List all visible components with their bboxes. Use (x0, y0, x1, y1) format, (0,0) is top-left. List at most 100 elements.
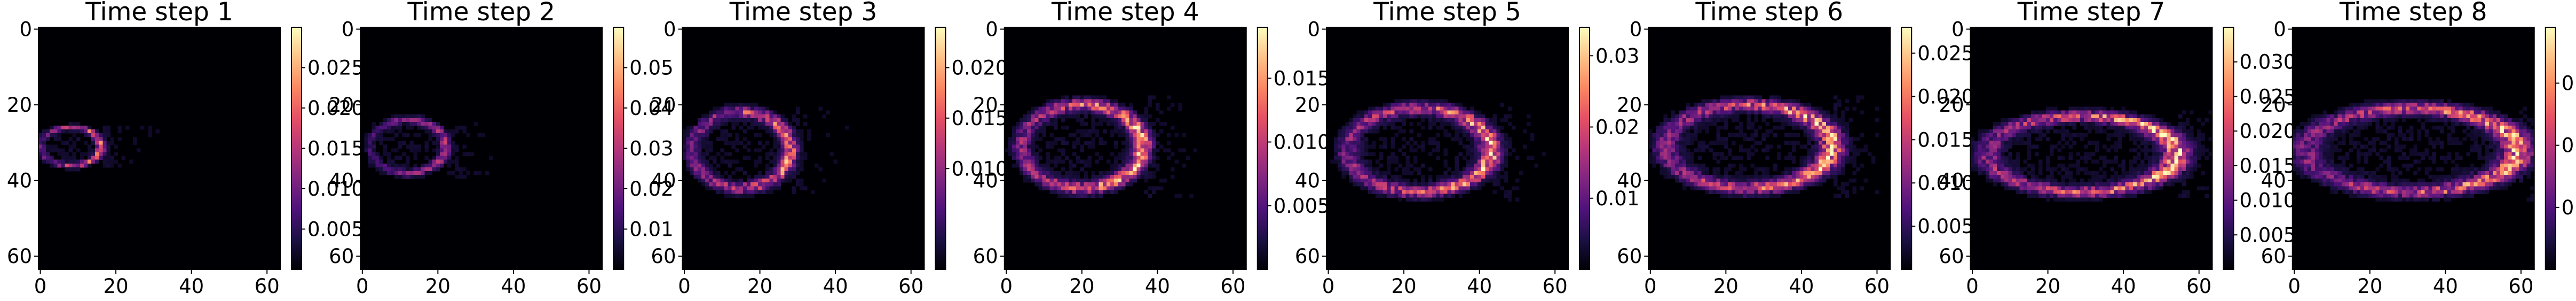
y-tick-label: 20 (973, 94, 998, 117)
x-tick-label: 0 (678, 275, 691, 298)
x-tick-label: 40 (179, 275, 204, 298)
y-tick-label: 0 (985, 18, 998, 41)
x-tick-label: 60 (576, 275, 602, 298)
y-tick-label: 40 (2261, 169, 2286, 192)
colorbar-tick-label: 0.010 (307, 177, 364, 200)
colorbar-tick-label: 0.010 (2240, 189, 2296, 212)
colorbar-tick-label: 0.010 (1274, 131, 1330, 154)
colorbar-tick-label: 0.03 (629, 137, 673, 160)
axes-frame (1326, 27, 1569, 270)
heatmap-image (2292, 99, 2535, 202)
colorbar-tick-label: 0.03 (2562, 72, 2576, 95)
heatmap-image (1648, 95, 1879, 198)
x-tick-label: 0 (356, 275, 369, 298)
colorbar-tick-label: 0.01 (1595, 187, 1639, 210)
y-tick-label: 60 (1939, 245, 1964, 268)
colorbar-tick-label: 0.010 (1917, 172, 1974, 195)
x-tick-label: 40 (823, 275, 848, 298)
colorbar (1257, 27, 1268, 269)
colorbar-tick-label: 0.015 (307, 137, 364, 160)
colorbar-tick-label: 0.05 (629, 57, 673, 80)
y-tick-label: 20 (651, 94, 676, 117)
colorbar-tick-label: 0.015 (2240, 155, 2296, 177)
colorbar (2545, 27, 2556, 269)
x-tick-label: 20 (1392, 275, 1417, 298)
y-tick-label: 40 (1295, 169, 1320, 192)
panel-title: Time step 4 (1051, 0, 1199, 27)
x-tick-label: 0 (34, 275, 47, 298)
y-tick-label: 20 (329, 94, 354, 117)
colorbar-frame (935, 27, 946, 270)
y-tick-label: 60 (651, 245, 676, 268)
x-tick-label: 40 (1467, 275, 1492, 298)
y-tick-label: 40 (1617, 169, 1642, 192)
x-tick-label: 60 (2186, 275, 2211, 298)
panel-title: Time step 7 (2017, 0, 2165, 27)
panel-title: Time step 8 (2339, 0, 2487, 27)
y-tick-label: 20 (1617, 94, 1642, 117)
panel-title: Time step 6 (1695, 0, 1843, 27)
y-tick-label: 60 (1295, 245, 1320, 268)
y-tick-label: 40 (651, 169, 676, 192)
axes-frame (1003, 27, 1247, 270)
x-tick-label: 0 (1966, 275, 1979, 298)
x-tick-label: 60 (1543, 275, 1568, 298)
colorbar-tick-label: 0.04 (629, 97, 673, 120)
colorbar-tick-label: 0.020 (1917, 85, 1974, 108)
colorbar-tick-label: 0.025 (307, 57, 364, 80)
colorbar-tick-label: 0.02 (629, 177, 673, 200)
x-tick-label: 20 (1069, 275, 1094, 298)
x-tick-label: 0 (1000, 275, 1013, 298)
x-tick-label: 0 (2288, 275, 2301, 298)
y-tick-label: 60 (973, 245, 998, 268)
x-tick-label: 0 (1644, 275, 1657, 298)
y-tick-label: 60 (1617, 245, 1642, 268)
y-tick-label: 20 (7, 94, 32, 117)
colorbar-tick-label: 0.015 (1274, 67, 1330, 90)
axes-frame (1648, 27, 1891, 270)
colorbar-frame (2223, 27, 2234, 270)
x-tick-label: 60 (1864, 275, 1890, 298)
x-tick-label: 60 (255, 275, 280, 298)
x-tick-label: 20 (747, 275, 772, 298)
colorbar-tick-label: 0.02 (1595, 116, 1639, 139)
colorbar-frame (1901, 27, 1913, 270)
colorbar-frame (1257, 27, 1268, 270)
panel-title: Time step 1 (85, 0, 233, 27)
axes-frame (38, 27, 281, 270)
heatmap-image (364, 114, 493, 179)
colorbar-frame (2545, 27, 2556, 270)
axes-frame (2291, 27, 2535, 270)
colorbar-tick-label: 0.005 (2240, 223, 2296, 246)
heatmap-panel-6: Time step 6 0 0 20 20 40 40 60 60 0.005 0.010 0.015… (1617, 0, 1974, 298)
y-tick-label: 0 (342, 18, 354, 41)
axes-frame (360, 27, 603, 270)
colorbar-tick-label: 0.005 (1274, 195, 1330, 218)
y-tick-label: 40 (973, 169, 998, 192)
colorbar-tick-label: 0.01 (2562, 196, 2576, 219)
y-tick-label: 0 (1630, 18, 1642, 41)
x-tick-label: 20 (1713, 275, 1739, 298)
colorbar-tick-label: 0.020 (952, 57, 1008, 80)
x-tick-label: 20 (2357, 275, 2382, 298)
heatmap-image (38, 121, 160, 172)
y-tick-label: 60 (7, 245, 32, 268)
x-tick-label: 20 (104, 275, 129, 298)
colorbar (1579, 27, 1590, 269)
heatmap-panel-3: Time step 3 0 0 20 20 40 40 60 60 0.010 0.015 0.020 (651, 0, 1008, 298)
colorbar (1901, 27, 1912, 269)
colorbar (2223, 27, 2234, 269)
y-tick-label: 0 (1307, 18, 1320, 41)
axes-frame (1970, 27, 2213, 270)
heatmap-image (682, 103, 849, 198)
y-tick-label: 40 (7, 169, 32, 192)
x-tick-label: 0 (1322, 275, 1335, 298)
y-tick-label: 20 (1939, 94, 1964, 117)
y-tick-label: 0 (1951, 18, 1964, 41)
colorbar-tick-label: 0.015 (1917, 128, 1974, 151)
heatmap-panel-7: Time step 7002020404060600.0050.0100.015… (1939, 0, 2296, 298)
heatmap-image (1004, 95, 1198, 198)
colorbar (613, 27, 624, 269)
colorbar-tick-label: 0.025 (1917, 42, 1974, 65)
